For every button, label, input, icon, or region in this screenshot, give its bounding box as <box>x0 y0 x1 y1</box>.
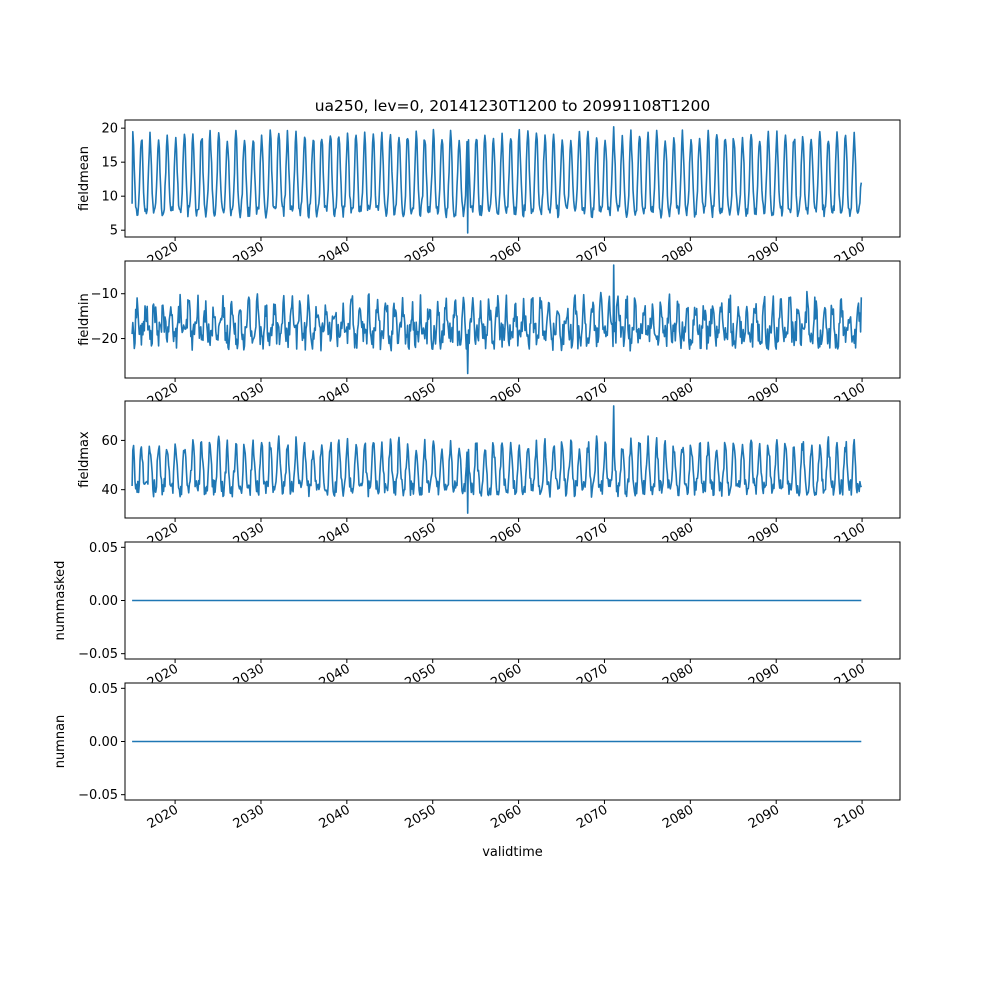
y-tick-label-nummasked: −0.05 <box>78 647 118 662</box>
y-tick-label-numnan: 0.00 <box>89 735 118 750</box>
y-tick-label-numnan: 0.05 <box>89 682 118 697</box>
y-tick-label-fieldmean: 20 <box>101 122 118 137</box>
y-axis-label-fieldmean: fieldmean <box>77 146 92 211</box>
y-tick-label-fieldmean: 15 <box>101 156 118 171</box>
x-axis-label: validtime <box>482 845 543 860</box>
axes-frame-fieldmin <box>124 260 901 379</box>
y-axis-label-nummasked: nummasked <box>53 561 68 641</box>
y-tick-label-numnan: −0.05 <box>78 788 118 803</box>
y-tick-label-fieldmin: −20 <box>91 332 118 347</box>
chart-title: ua250, lev=0, 20141230T1200 to 20991108T… <box>315 97 711 115</box>
y-tick-label-fieldmean: 5 <box>110 224 118 239</box>
y-tick-label-fieldmin: −10 <box>91 287 118 302</box>
series-line-fieldmin <box>131 264 863 375</box>
series-line-fieldmean <box>131 126 863 234</box>
y-axis-label-numnan: numnan <box>53 715 68 769</box>
axes-frame-fieldmax <box>124 400 901 519</box>
axes-background-fieldmin <box>125 261 900 378</box>
y-axis-label-fieldmin: fieldmin <box>77 293 92 346</box>
series-line-fieldmax <box>131 405 863 514</box>
y-tick-label-fieldmax: 40 <box>101 483 118 498</box>
y-tick-label-nummasked: 0.00 <box>89 594 118 609</box>
y-tick-label-fieldmax: 60 <box>101 434 118 449</box>
axes-frame-fieldmean <box>124 119 901 238</box>
axes-frame-numnan <box>124 682 901 801</box>
axes-frame-nummasked <box>124 541 901 660</box>
y-tick-label-nummasked: 0.05 <box>89 541 118 556</box>
y-axis-label-fieldmax: fieldmax <box>77 431 92 488</box>
y-tick-label-fieldmean: 10 <box>101 190 118 205</box>
